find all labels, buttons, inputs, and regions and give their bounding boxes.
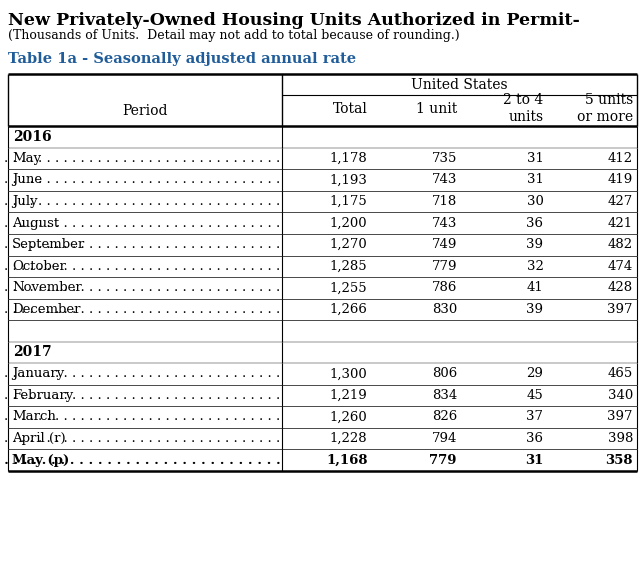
Text: . . . . . . . . . . . . . . . . . . . . . . . . . . . . . . . . .: . . . . . . . . . . . . . . . . . . . . …	[4, 152, 280, 165]
Text: March: March	[12, 411, 56, 424]
Text: 1,175: 1,175	[330, 195, 367, 208]
Text: (Thousands of Units.  Detail may not add to total because of rounding.): (Thousands of Units. Detail may not add …	[8, 29, 460, 42]
Text: 1,193: 1,193	[330, 173, 367, 186]
Text: April (r): April (r)	[12, 432, 66, 445]
Text: 419: 419	[608, 173, 633, 186]
Text: . . . . . . . . . . . . . . . . . . . . . . . . . . . . . . . . .: . . . . . . . . . . . . . . . . . . . . …	[4, 282, 280, 295]
Text: 2 to 4
units: 2 to 4 units	[503, 94, 543, 123]
Text: 358: 358	[605, 454, 633, 467]
Text: 743: 743	[431, 173, 457, 186]
Text: 474: 474	[608, 260, 633, 273]
Text: 427: 427	[608, 195, 633, 208]
Text: 465: 465	[608, 367, 633, 380]
Text: . . . . . . . . . . . . . . . . . . . . . . . . . . . . . . . . .: . . . . . . . . . . . . . . . . . . . . …	[0, 454, 280, 467]
Text: 45: 45	[527, 389, 543, 402]
Text: June: June	[12, 173, 42, 186]
Text: 786: 786	[431, 282, 457, 295]
Text: 1,270: 1,270	[330, 238, 367, 251]
Text: . . . . . . . . . . . . . . . . . . . . . . . . . . . . . . . . .: . . . . . . . . . . . . . . . . . . . . …	[4, 389, 280, 402]
Text: 340: 340	[608, 389, 633, 402]
Text: October: October	[12, 260, 66, 273]
Text: 779: 779	[431, 260, 457, 273]
Text: 806: 806	[432, 367, 457, 380]
Text: 39: 39	[527, 238, 543, 251]
Text: 1,200: 1,200	[330, 217, 367, 229]
Text: 2017: 2017	[13, 346, 52, 359]
Text: 412: 412	[608, 152, 633, 165]
Text: 397: 397	[607, 303, 633, 316]
Text: February: February	[12, 389, 74, 402]
Text: United States: United States	[411, 78, 508, 91]
Text: 2016: 2016	[13, 130, 52, 144]
Text: 1,260: 1,260	[330, 411, 367, 424]
Text: 421: 421	[608, 217, 633, 229]
Text: 31: 31	[527, 152, 543, 165]
Text: 834: 834	[432, 389, 457, 402]
Text: 32: 32	[527, 260, 543, 273]
Text: . . . . . . . . . . . . . . . . . . . . . . . . . . . . . . . . .: . . . . . . . . . . . . . . . . . . . . …	[4, 411, 280, 424]
Text: 1,178: 1,178	[330, 152, 367, 165]
Text: 1 unit: 1 unit	[416, 102, 457, 116]
Text: . . . . . . . . . . . . . . . . . . . . . . . . . . . . . . . . .: . . . . . . . . . . . . . . . . . . . . …	[4, 303, 280, 316]
Text: 794: 794	[431, 432, 457, 445]
Text: . . . . . . . . . . . . . . . . . . . . . . . . . . . . . . . . .: . . . . . . . . . . . . . . . . . . . . …	[4, 260, 280, 273]
Text: 1,168: 1,168	[326, 454, 367, 467]
Text: 743: 743	[431, 217, 457, 229]
Text: May (p): May (p)	[12, 454, 69, 467]
Text: 482: 482	[608, 238, 633, 251]
Text: . . . . . . . . . . . . . . . . . . . . . . . . . . . . . . . . .: . . . . . . . . . . . . . . . . . . . . …	[4, 238, 280, 251]
Text: 826: 826	[432, 411, 457, 424]
Text: 718: 718	[432, 195, 457, 208]
Text: January: January	[12, 367, 65, 380]
Text: May: May	[12, 152, 42, 165]
Text: 779: 779	[429, 454, 457, 467]
Text: 428: 428	[608, 282, 633, 295]
Text: 397: 397	[607, 411, 633, 424]
Text: August: August	[12, 217, 60, 229]
Text: 1,219: 1,219	[330, 389, 367, 402]
Text: Total: Total	[333, 102, 367, 116]
Text: . . . . . . . . . . . . . . . . . . . . . . . . . . . . . . . . .: . . . . . . . . . . . . . . . . . . . . …	[4, 195, 280, 208]
Text: Table 1a - Seasonally adjusted annual rate: Table 1a - Seasonally adjusted annual ra…	[8, 52, 356, 66]
Text: 1,255: 1,255	[330, 282, 367, 295]
Text: December: December	[12, 303, 81, 316]
Text: 1,300: 1,300	[330, 367, 367, 380]
Text: 735: 735	[431, 152, 457, 165]
Text: July: July	[12, 195, 38, 208]
Text: 29: 29	[527, 367, 543, 380]
Text: 37: 37	[527, 411, 543, 424]
Text: . . . . . . . . . . . . . . . . . . . . . . . . . . . . . . . . .: . . . . . . . . . . . . . . . . . . . . …	[4, 217, 280, 229]
Text: 1,228: 1,228	[330, 432, 367, 445]
Text: September: September	[12, 238, 85, 251]
Text: 31: 31	[525, 454, 543, 467]
Text: 1,266: 1,266	[330, 303, 367, 316]
Text: 5 units
or more: 5 units or more	[577, 94, 633, 123]
Text: 830: 830	[432, 303, 457, 316]
Text: New Privately-Owned Housing Units Authorized in Permit-: New Privately-Owned Housing Units Author…	[8, 12, 580, 29]
Text: . . . . . . . . . . . . . . . . . . . . . . . . . . . . . . . . .: . . . . . . . . . . . . . . . . . . . . …	[4, 367, 280, 380]
Text: 36: 36	[527, 432, 543, 445]
Text: 36: 36	[527, 217, 543, 229]
Text: 39: 39	[527, 303, 543, 316]
Text: November: November	[12, 282, 82, 295]
Text: 41: 41	[527, 282, 543, 295]
Text: 31: 31	[527, 173, 543, 186]
Text: . . . . . . . . . . . . . . . . . . . . . . . . . . . . . . . . .: . . . . . . . . . . . . . . . . . . . . …	[4, 432, 280, 445]
Text: 30: 30	[527, 195, 543, 208]
Text: Period: Period	[122, 104, 168, 118]
Text: 749: 749	[431, 238, 457, 251]
Text: 1,285: 1,285	[330, 260, 367, 273]
Text: 398: 398	[607, 432, 633, 445]
Text: . . . . . . . . . . . . . . . . . . . . . . . . . . . . . . . . .: . . . . . . . . . . . . . . . . . . . . …	[4, 173, 280, 186]
